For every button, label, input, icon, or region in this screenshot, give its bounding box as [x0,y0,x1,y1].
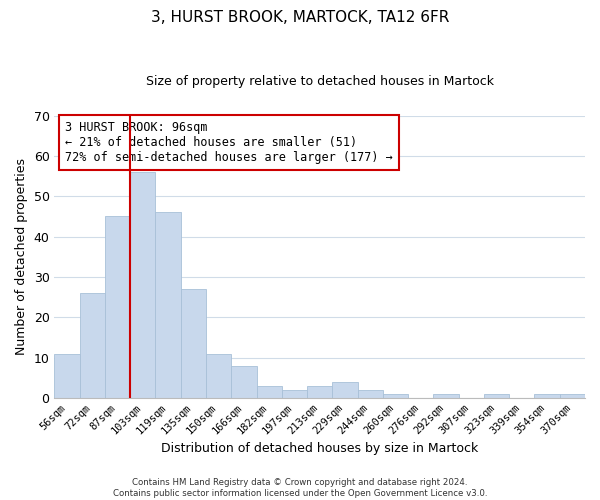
Bar [181,289,206,398]
Title: Size of property relative to detached houses in Martock: Size of property relative to detached ho… [146,75,494,88]
Bar [105,216,130,398]
Text: 3 HURST BROOK: 96sqm
← 21% of detached houses are smaller (51)
72% of semi-detac: 3 HURST BROOK: 96sqm ← 21% of detached h… [65,121,393,164]
Bar [206,354,231,398]
Text: Contains HM Land Registry data © Crown copyright and database right 2024.
Contai: Contains HM Land Registry data © Crown c… [113,478,487,498]
Y-axis label: Number of detached properties: Number of detached properties [15,158,28,356]
Text: 3, HURST BROOK, MARTOCK, TA12 6FR: 3, HURST BROOK, MARTOCK, TA12 6FR [151,10,449,25]
Bar [55,354,80,398]
Bar [358,390,383,398]
X-axis label: Distribution of detached houses by size in Martock: Distribution of detached houses by size … [161,442,478,455]
Bar [332,382,358,398]
Bar [484,394,509,398]
Bar [257,386,282,398]
Bar [155,212,181,398]
Bar [282,390,307,398]
Bar [307,386,332,398]
Bar [383,394,408,398]
Bar [433,394,458,398]
Bar [535,394,560,398]
Bar [80,293,105,398]
Bar [231,366,257,398]
Bar [560,394,585,398]
Bar [130,172,155,398]
